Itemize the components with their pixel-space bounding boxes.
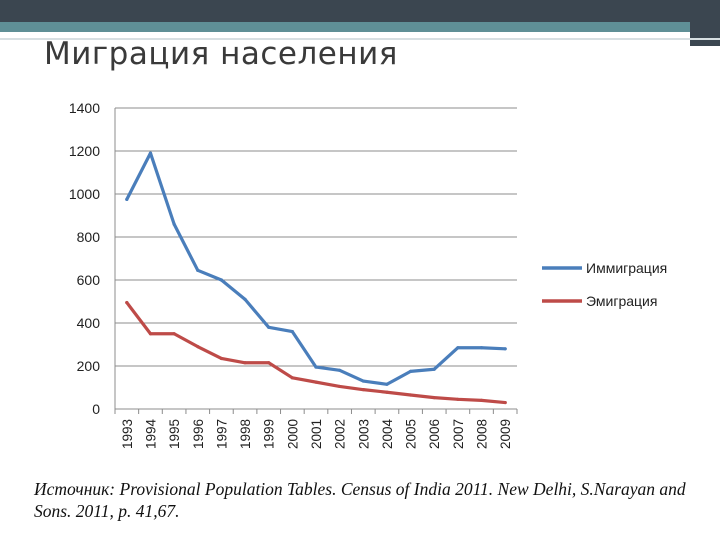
data-point (148, 151, 153, 155)
data-point (456, 397, 460, 401)
data-point (503, 400, 507, 405)
x-tick-label: 1997 (214, 419, 229, 449)
data-point (148, 332, 153, 336)
data-point (503, 347, 507, 351)
data-point (338, 384, 342, 389)
x-tick-label: 2008 (475, 419, 490, 449)
data-point (385, 382, 389, 386)
chart-series (125, 151, 507, 405)
data-point (243, 297, 247, 301)
data-point (361, 388, 365, 392)
data-point (267, 325, 271, 329)
x-tick-label: 2006 (427, 419, 442, 449)
source-citation: Источник: Provisional Population Tables.… (34, 479, 686, 521)
x-tick-label: 2005 (404, 419, 419, 449)
x-tick-label: 1998 (238, 419, 253, 449)
data-point (408, 393, 413, 397)
x-tick-label: 2002 (333, 419, 348, 449)
x-tick-label: 1993 (120, 419, 135, 449)
x-tick-label: 2000 (285, 419, 300, 449)
x-tick-label: 1996 (191, 419, 206, 449)
data-point (338, 368, 342, 372)
y-tick-label: 1000 (69, 186, 100, 202)
y-tick-label: 200 (77, 358, 101, 374)
data-point (479, 398, 484, 402)
data-point (361, 379, 365, 383)
data-point (385, 390, 389, 394)
header-accent-bar (0, 22, 720, 32)
slide-title: Миграция населения (44, 36, 398, 72)
y-tick-label: 1400 (69, 100, 100, 116)
data-point (172, 222, 176, 226)
data-point (432, 367, 436, 371)
x-tick-label: 2004 (380, 419, 395, 450)
y-tick-label: 400 (77, 315, 101, 331)
data-point (456, 346, 460, 350)
data-point (314, 365, 318, 369)
title-divider (0, 38, 720, 40)
data-point (219, 278, 224, 282)
data-point (290, 376, 294, 380)
data-point (196, 268, 200, 272)
y-axis-ticks: 0 200 400 600 800 1000 1200 1400 (69, 100, 100, 417)
data-point (479, 346, 484, 350)
data-point (125, 300, 129, 305)
data-point (290, 330, 294, 334)
data-point (408, 369, 413, 373)
y-tick-label: 0 (92, 401, 100, 417)
chart-gridlines (114, 107, 517, 410)
data-point (432, 396, 436, 400)
y-tick-label: 800 (77, 229, 101, 245)
series-line-immigration (125, 151, 507, 386)
data-point (219, 356, 224, 361)
chart-legend: Иммиграция Эмиграция (542, 260, 667, 309)
series-line-emigration (125, 300, 507, 405)
legend-label: Иммиграция (586, 260, 667, 276)
header-bar (0, 0, 720, 22)
data-point (267, 361, 271, 365)
x-tick-label: 1995 (167, 419, 182, 449)
legend-label: Эмиграция (586, 293, 657, 309)
data-point (125, 197, 129, 201)
x-tick-label: 2007 (451, 419, 466, 449)
x-axis-ticks: 1993 1994 1995 1996 1997 1998 1999 2000 2001 2002… (114, 409, 518, 450)
x-tick-label: 2003 (356, 419, 371, 449)
y-tick-label: 600 (77, 272, 101, 288)
x-tick-label: 2009 (498, 419, 513, 449)
data-point (314, 380, 318, 384)
x-tick-label: 1999 (262, 419, 277, 449)
x-tick-label: 2001 (309, 419, 324, 449)
data-point (243, 361, 247, 365)
y-tick-label: 1200 (69, 143, 100, 159)
data-point (196, 345, 200, 349)
data-point (172, 332, 176, 336)
x-tick-label: 1994 (143, 419, 158, 450)
